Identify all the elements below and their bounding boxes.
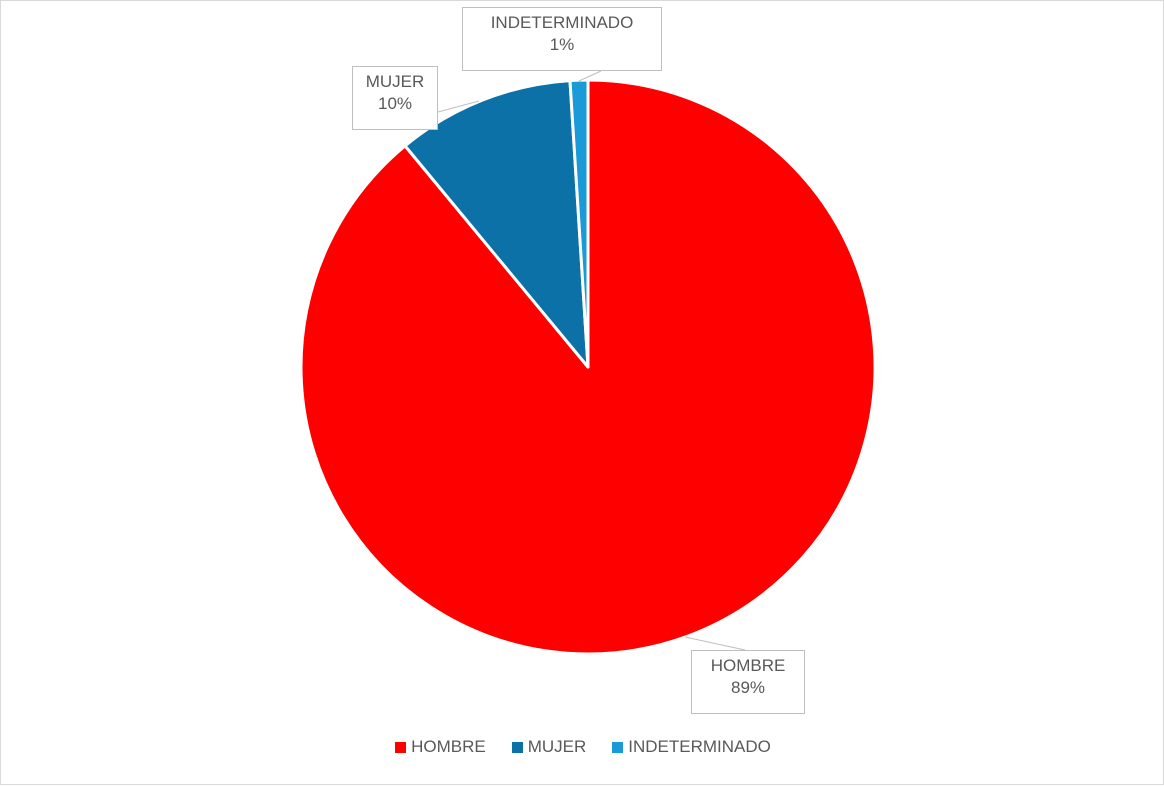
data-label-mujer-category: MUJER [365,72,425,91]
legend-item-mujer: MUJER [511,737,587,757]
leader-line-hombre [684,636,746,651]
legend-swatch-indeterminado [612,741,624,753]
legend-label-hombre: HOMBRE [411,737,486,756]
data-label-indeterminado-value: 1% [549,35,575,54]
legend-swatch-hombre [395,741,407,753]
legend: HOMBRE MUJER INDETERMINADO [1,737,1164,757]
data-label-mujer-value: 10% [377,94,413,113]
data-label-indeterminado: INDETERMINADO 1% [462,7,662,71]
leader-line-mujer [437,100,480,113]
legend-item-hombre: HOMBRE [395,737,486,757]
pie-slice-mujer [403,79,590,369]
pie-slice-indeterminado [568,78,590,369]
data-label-hombre-category: HOMBRE [710,656,786,675]
leader-line-indeterminado [578,70,602,82]
legend-label-mujer: MUJER [527,737,587,756]
data-label-mujer: MUJER 10% [352,66,438,130]
legend-swatch-mujer [511,741,523,753]
legend-item-indeterminado: INDETERMINADO [612,737,771,757]
data-label-hombre: HOMBRE 89% [691,650,805,714]
data-label-indeterminado-category: INDETERMINADO [490,13,634,32]
data-label-hombre-value: 89% [730,678,766,697]
legend-label-indeterminado: INDETERMINADO [628,737,771,756]
